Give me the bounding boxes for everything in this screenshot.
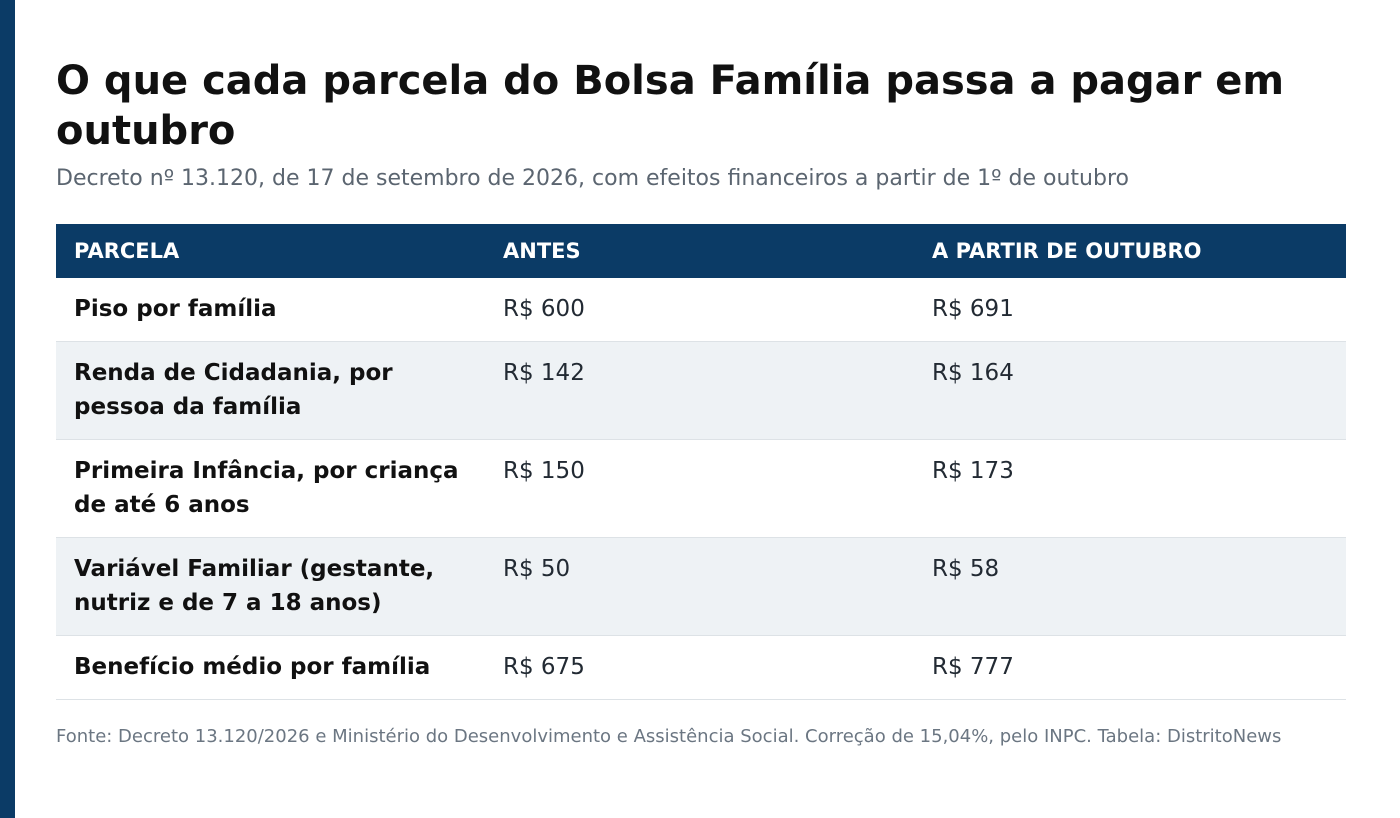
table-row: Benefício médio por família R$ 675 R$ 77… bbox=[56, 636, 1346, 700]
column-header-a-partir-de-outubro: A PARTIR DE OUTUBRO bbox=[932, 239, 1202, 263]
page-subtitle: Decreto nº 13.120, de 17 de setembro de … bbox=[56, 166, 1129, 191]
table-row: Variável Familiar (gestante, nutriz e de… bbox=[56, 538, 1346, 636]
row-label: Renda de Cidadania, por pessoa da famíli… bbox=[74, 360, 393, 420]
value-before: R$ 675 bbox=[503, 654, 585, 680]
value-before: R$ 50 bbox=[503, 556, 571, 582]
value-before: R$ 600 bbox=[503, 296, 585, 322]
row-label: Primeira Infância, por criança de até 6 … bbox=[74, 458, 459, 518]
value-before: R$ 150 bbox=[503, 458, 585, 484]
accent-bar bbox=[0, 0, 15, 818]
table-row: Piso por família R$ 600 R$ 691 bbox=[56, 278, 1346, 342]
value-after: R$ 691 bbox=[932, 296, 1014, 322]
table-row: Renda de Cidadania, por pessoa da famíli… bbox=[56, 342, 1346, 440]
table-header-row: PARCELA ANTES A PARTIR DE OUTUBRO bbox=[56, 224, 1346, 278]
page-title: O que cada parcela do Bolsa Família pass… bbox=[56, 58, 1285, 154]
column-header-parcela: PARCELA bbox=[74, 239, 180, 263]
row-label: Piso por família bbox=[74, 296, 277, 322]
column-header-antes: ANTES bbox=[503, 239, 581, 263]
value-after: R$ 173 bbox=[932, 458, 1014, 484]
row-label: Variável Familiar (gestante, nutriz e de… bbox=[74, 556, 435, 616]
row-label: Benefício médio por família bbox=[74, 654, 431, 680]
value-before: R$ 142 bbox=[503, 360, 585, 386]
value-after: R$ 164 bbox=[932, 360, 1014, 386]
table-row: Primeira Infância, por criança de até 6 … bbox=[56, 440, 1346, 538]
source-note: Fonte: Decreto 13.120/2026 e Ministério … bbox=[56, 726, 1282, 747]
benefits-table: PARCELA ANTES A PARTIR DE OUTUBRO Piso p… bbox=[56, 224, 1346, 700]
value-after: R$ 777 bbox=[932, 654, 1014, 680]
value-after: R$ 58 bbox=[932, 556, 1000, 582]
article-content: O que cada parcela do Bolsa Família pass… bbox=[56, 56, 1346, 751]
